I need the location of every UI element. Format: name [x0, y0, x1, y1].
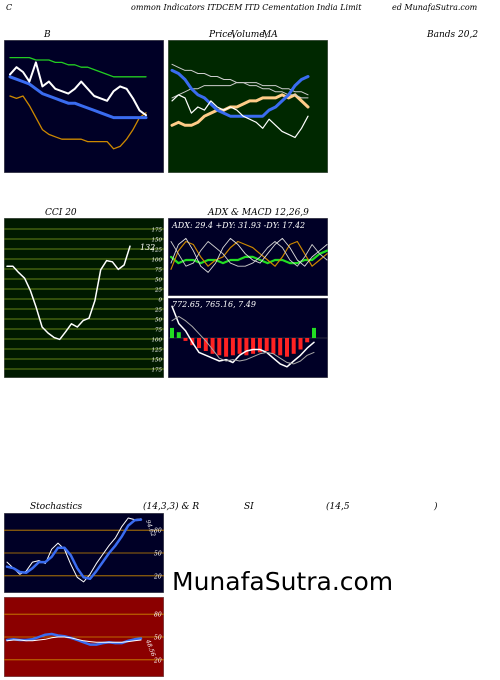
price-series-line	[170, 68, 310, 118]
cci-chart: 175 150 125 100 75 50 25 0 25 50 75 100 125 150 175 132	[4, 218, 164, 378]
caption-ma: MA	[262, 30, 278, 40]
macd-histogram-bar	[305, 338, 310, 343]
cci-line	[6, 245, 131, 341]
bollinger-series-line	[9, 56, 147, 78]
price-background	[168, 40, 328, 173]
header-left: C	[6, 3, 13, 12]
stochastics-tick-label: 80	[154, 528, 162, 535]
macd-histogram-bar	[176, 332, 181, 338]
macd-histogram-bar	[230, 338, 235, 356]
cci-tick-label: 75	[155, 328, 162, 334]
caption-stoch-b: (14,3,3) & R	[143, 502, 200, 512]
adx-series-line	[170, 241, 328, 267]
cci-tick-label: 75	[155, 268, 162, 274]
adx-series-line	[170, 240, 328, 270]
caption-bollinger: B	[44, 30, 51, 40]
stochastics-series-line	[6, 517, 142, 583]
bollinger-series-line	[8, 75, 148, 120]
bollinger-series-line	[9, 95, 147, 150]
cci-last-value: 132	[140, 243, 155, 252]
cci-tick-label: 150	[152, 238, 163, 244]
macd-histogram-bar	[312, 327, 316, 338]
macd-series-line	[171, 315, 315, 365]
macd-histogram-bar	[170, 327, 174, 338]
caption-stoch-e: )	[434, 502, 438, 512]
caption-volume: Volume,	[231, 30, 268, 40]
macd-histogram-bar	[244, 338, 249, 356]
macd-histogram-bar	[298, 338, 303, 350]
price-volume-ma-chart	[168, 40, 328, 173]
cci-tick-label: 150	[152, 358, 163, 364]
stochastics-series-line	[5, 518, 143, 581]
macd-histogram-bar	[183, 338, 188, 341]
caption-adx-macd: ADX & MACD 12,26,9	[208, 208, 309, 218]
stochastics-tick-label: 50	[154, 551, 162, 558]
macd-histogram-bar	[224, 338, 229, 357]
rsi-tick-label: 50	[154, 635, 162, 642]
watermark: MunafaSutra.com	[172, 567, 394, 596]
macd-histogram-bar	[197, 338, 201, 349]
caption-stoch-a: Stochastics	[30, 502, 83, 512]
macd-chart: 772.65, 765.16, 7.49	[168, 298, 328, 378]
header-right: ed MunafaSutra.com	[392, 3, 478, 12]
macd-histogram-bar	[257, 338, 262, 353]
macd-histogram-bar	[217, 338, 222, 356]
header-title: ommon Indicators ITDCEM ITD Cementation …	[131, 3, 362, 12]
cci-tick-label: 175	[152, 228, 163, 234]
stochastics-tick-label: 20	[153, 573, 162, 580]
macd-histogram-bar	[285, 338, 289, 357]
macd-histogram-bar	[210, 338, 215, 354]
macd-histogram-bar	[203, 338, 208, 351]
macd-histogram-bar	[264, 338, 269, 351]
rsi-tick-label: 80	[154, 612, 162, 619]
macd-histogram-bar	[271, 338, 276, 354]
macd-histogram-bar	[237, 338, 242, 354]
bollinger-series-line	[9, 61, 147, 117]
caption-stoch-d: (14,5	[326, 502, 350, 512]
cci-background	[4, 218, 164, 378]
cci-tick-label: 50	[155, 318, 162, 324]
caption-bands: Bands 20,2	[427, 30, 479, 40]
macd-series-line	[171, 305, 315, 368]
adx-values-label: ADX: 29.4 +DY: 31.93 -DY: 17.42	[171, 221, 305, 230]
caption-stoch-c: SI	[244, 502, 254, 512]
adx-chart: ADX: 29.4 +DY: 31.93 -DY: 17.42	[168, 218, 328, 296]
cci-tick-label: 0	[159, 298, 163, 304]
macd-values-label: 772.65, 765.16, 7.49	[172, 300, 256, 309]
bollinger-chart	[4, 40, 164, 173]
caption-price: Price,	[209, 30, 236, 40]
macd-histogram-bar	[251, 338, 256, 354]
cci-tick-label: 125	[152, 248, 163, 254]
cci-tick-label: 100	[152, 338, 163, 344]
rsi-tick-label: 20	[153, 657, 162, 664]
cci-tick-label: 175	[152, 368, 163, 374]
cci-tick-label: 25	[154, 308, 162, 314]
macd-histogram-bar	[291, 338, 296, 354]
cci-tick-label: 125	[152, 348, 163, 354]
adx-series-line	[170, 237, 328, 273]
price-series-line	[171, 63, 309, 99]
cci-tick-label: 50	[155, 278, 162, 284]
caption-cci: CCI 20	[45, 208, 77, 218]
cci-tick-label: 100	[152, 258, 163, 264]
price-series-line	[171, 94, 309, 139]
cci-tick-label: 25	[154, 288, 162, 294]
macd-histogram-bar	[278, 338, 283, 356]
rsi-series-line	[6, 636, 142, 643]
